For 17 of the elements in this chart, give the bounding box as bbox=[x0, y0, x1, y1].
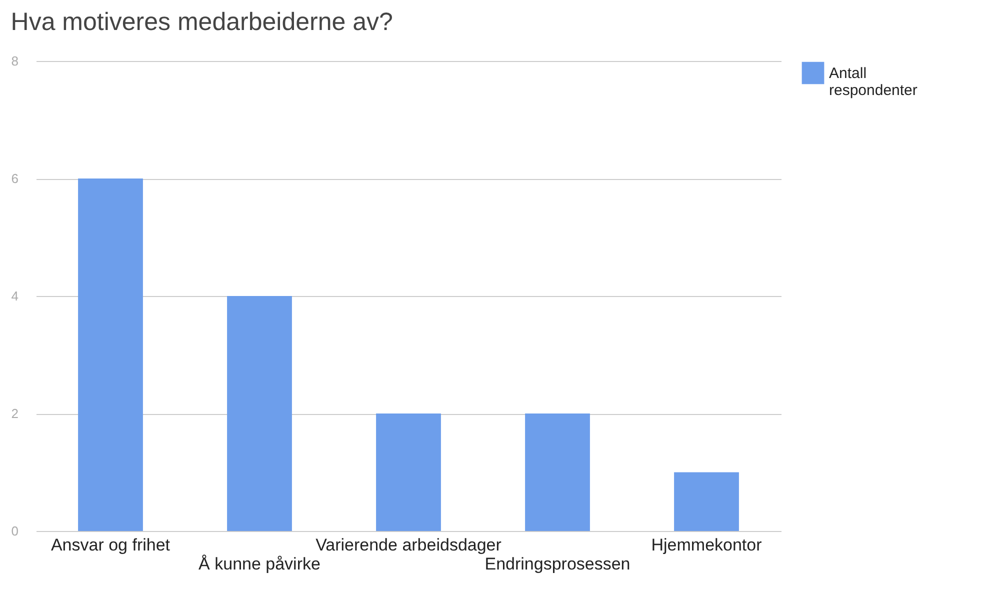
y-tick-label: 0 bbox=[11, 524, 18, 538]
x-tick-label: Endringsprosessen bbox=[484, 554, 630, 574]
x-tick-label: Hjemmekontor bbox=[651, 536, 762, 554]
x-tick-label: Å kunne påvirke bbox=[198, 554, 320, 574]
y-tick-label: 2 bbox=[11, 406, 18, 421]
bar bbox=[525, 414, 590, 531]
y-tick-label: 6 bbox=[11, 171, 18, 186]
bar bbox=[674, 472, 739, 531]
y-tick-label: 8 bbox=[11, 54, 18, 68]
x-tick-label: Varierende arbeidsdager bbox=[316, 536, 502, 554]
legend-label: Antall respondenter bbox=[829, 65, 918, 99]
bar bbox=[376, 414, 441, 531]
x-tick-label: Ansvar og frihet bbox=[50, 536, 170, 554]
bar bbox=[227, 296, 292, 531]
chart-title: Hva motiveres medarbeiderne av? bbox=[10, 8, 393, 36]
bar bbox=[78, 178, 143, 531]
y-tick-label: 4 bbox=[11, 288, 18, 304]
